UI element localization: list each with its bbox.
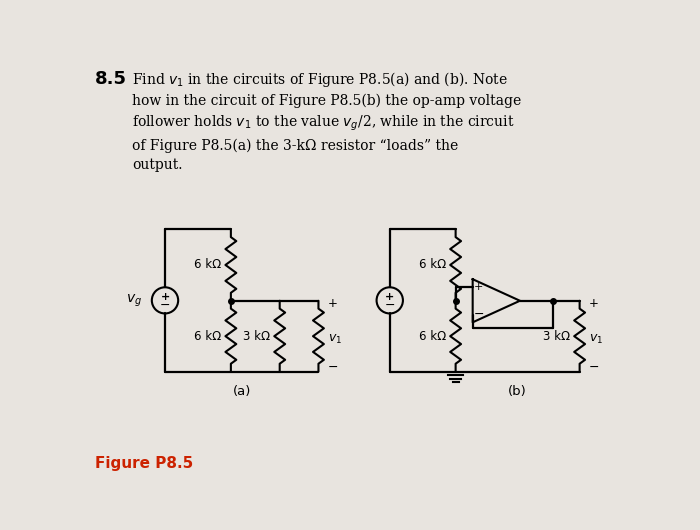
Text: −: − bbox=[589, 360, 599, 374]
Text: $v_g$: $v_g$ bbox=[126, 292, 141, 308]
Text: 3 kΩ: 3 kΩ bbox=[543, 330, 570, 343]
Text: +: + bbox=[160, 292, 169, 302]
Text: 6 kΩ: 6 kΩ bbox=[195, 330, 222, 343]
Text: 3 kΩ: 3 kΩ bbox=[244, 330, 270, 343]
Text: Figure P8.5: Figure P8.5 bbox=[95, 456, 193, 471]
Text: (b): (b) bbox=[508, 385, 527, 399]
Text: −: − bbox=[328, 360, 338, 374]
Text: +: + bbox=[385, 292, 394, 302]
Text: 6 kΩ: 6 kΩ bbox=[419, 259, 447, 271]
Text: (a): (a) bbox=[232, 385, 251, 399]
Text: 6 kΩ: 6 kΩ bbox=[419, 330, 447, 343]
Text: 6 kΩ: 6 kΩ bbox=[195, 259, 222, 271]
Text: $v_1$: $v_1$ bbox=[328, 333, 342, 346]
Text: +: + bbox=[589, 297, 598, 311]
Text: +: + bbox=[474, 282, 484, 292]
Text: +: + bbox=[328, 297, 337, 311]
Text: −: − bbox=[160, 298, 170, 312]
Text: 8.5: 8.5 bbox=[95, 70, 127, 88]
Text: −: − bbox=[384, 298, 395, 312]
Text: $v_1$: $v_1$ bbox=[589, 333, 603, 346]
Text: −: − bbox=[474, 308, 484, 321]
Text: Find $v_1$ in the circuits of Figure P8.5(a) and (b). Note
how in the circuit of: Find $v_1$ in the circuits of Figure P8.… bbox=[132, 70, 522, 172]
